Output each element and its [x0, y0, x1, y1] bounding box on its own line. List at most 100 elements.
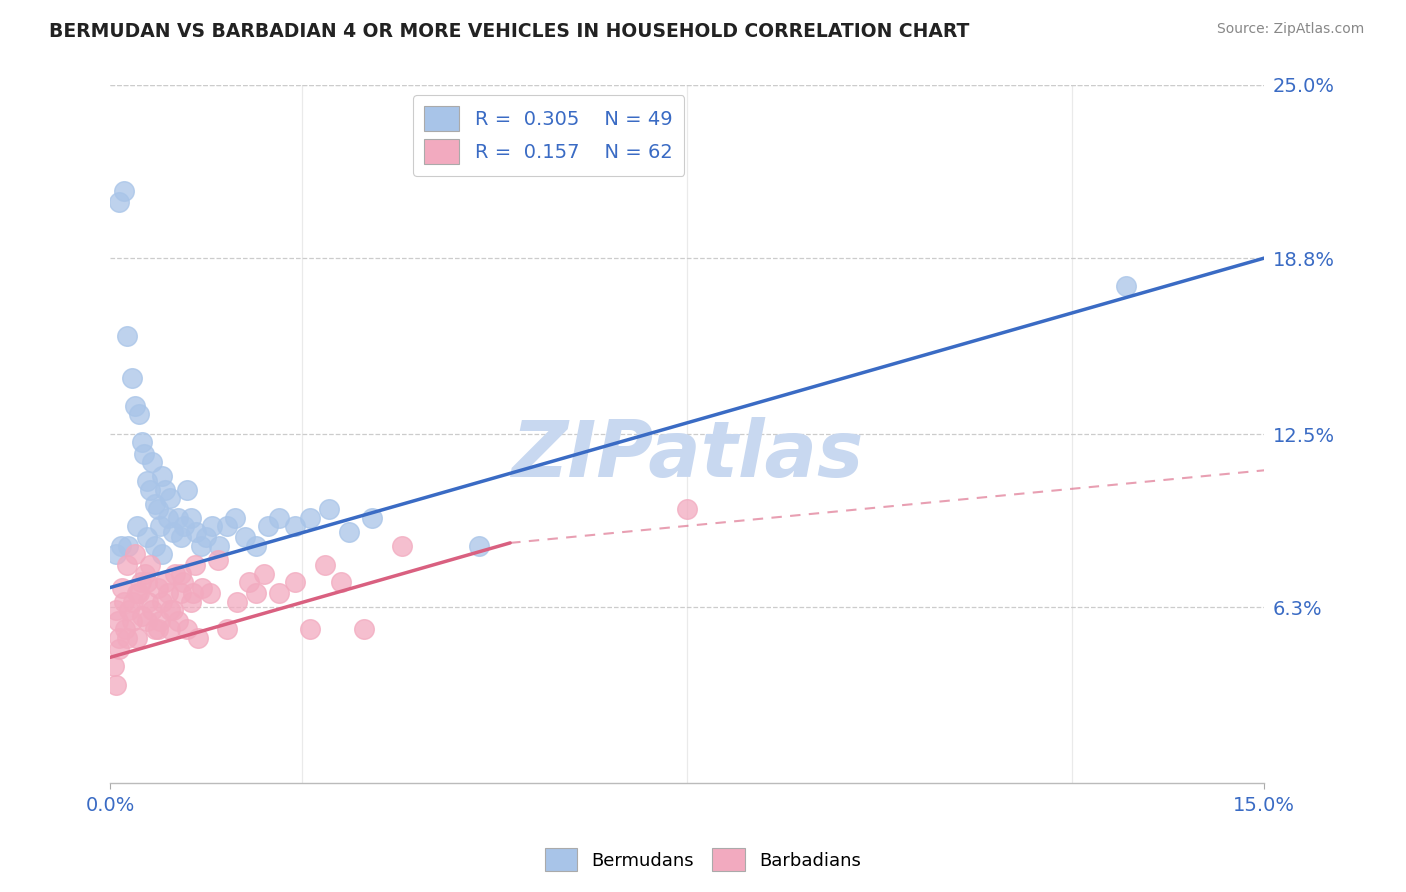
Point [105, 603, 128, 617]
Point [159, 491, 181, 506]
Point [299, 623, 322, 637]
Point [226, 594, 249, 608]
Point [180, 510, 202, 524]
Point [186, 524, 208, 539]
Legend: R =  0.305    N = 49, R =  0.157    N = 62: R = 0.305 N = 49, R = 0.157 N = 62 [413, 95, 685, 176]
Point [146, 502, 169, 516]
Point [176, 623, 198, 637]
Point [299, 510, 322, 524]
Point [149, 614, 172, 628]
Point [121, 371, 143, 385]
Point [141, 603, 163, 617]
Point [125, 519, 148, 533]
Point [256, 519, 278, 533]
Point [135, 530, 157, 544]
Point [156, 586, 179, 600]
Point [198, 586, 221, 600]
Point [318, 502, 340, 516]
Point [129, 574, 152, 589]
Point [181, 586, 204, 600]
Point [191, 581, 214, 595]
Point [337, 524, 360, 539]
Point [122, 594, 145, 608]
Point [172, 574, 194, 589]
Point [132, 446, 155, 460]
Point [124, 547, 146, 561]
Point [284, 519, 307, 533]
Point [166, 614, 188, 628]
Point [112, 184, 135, 198]
Point [108, 642, 131, 657]
Point [180, 594, 202, 608]
Point [124, 399, 146, 413]
Point [117, 539, 139, 553]
Point [215, 623, 238, 637]
Legend: Bermudans, Barbadians: Bermudans, Barbadians [537, 841, 869, 879]
Text: Source: ZipAtlas.com: Source: ZipAtlas.com [1216, 22, 1364, 37]
Point [391, 539, 413, 553]
Point [118, 603, 141, 617]
Point [115, 558, 138, 573]
Point [131, 435, 153, 450]
Point [150, 547, 173, 561]
Point [114, 623, 136, 637]
Point [195, 530, 218, 544]
Point [200, 519, 222, 533]
Point [159, 603, 181, 617]
Point [170, 530, 193, 544]
Point [176, 483, 198, 497]
Point [253, 566, 276, 581]
Point [105, 547, 128, 561]
Point [105, 678, 128, 692]
Point [143, 623, 166, 637]
Point [115, 329, 138, 343]
Point [233, 530, 256, 544]
Point [238, 574, 260, 589]
Point [269, 586, 291, 600]
Point [121, 614, 143, 628]
Point [138, 594, 160, 608]
Point [135, 574, 157, 589]
Point [245, 586, 267, 600]
Point [128, 408, 150, 422]
Point [245, 539, 267, 553]
Point [1115, 279, 1137, 293]
Point [155, 574, 177, 589]
Point [143, 497, 166, 511]
Point [112, 594, 135, 608]
Text: ZIPatlas: ZIPatlas [510, 417, 863, 493]
Point [165, 566, 187, 581]
Point [173, 519, 195, 533]
Point [149, 519, 172, 533]
Point [314, 558, 336, 573]
Point [146, 623, 169, 637]
Point [146, 581, 169, 595]
Point [125, 631, 148, 645]
Point [360, 510, 382, 524]
Point [150, 469, 173, 483]
Point [190, 539, 212, 553]
Point [103, 658, 125, 673]
Point [284, 574, 307, 589]
Point [329, 574, 352, 589]
Point [208, 539, 231, 553]
Point [150, 594, 173, 608]
Point [135, 475, 157, 489]
Point [107, 614, 129, 628]
Point [110, 581, 132, 595]
Point [156, 510, 179, 524]
Point [125, 586, 148, 600]
Point [468, 539, 491, 553]
Point [134, 566, 156, 581]
Point [135, 614, 157, 628]
Point [170, 566, 193, 581]
Point [143, 539, 166, 553]
Point [353, 623, 375, 637]
Point [115, 631, 138, 645]
Point [139, 558, 162, 573]
Point [269, 510, 291, 524]
Text: BERMUDAN VS BARBADIAN 4 OR MORE VEHICLES IN HOUSEHOLD CORRELATION CHART: BERMUDAN VS BARBADIAN 4 OR MORE VEHICLES… [49, 22, 970, 41]
Point [215, 519, 238, 533]
Point [166, 510, 188, 524]
Point [676, 502, 699, 516]
